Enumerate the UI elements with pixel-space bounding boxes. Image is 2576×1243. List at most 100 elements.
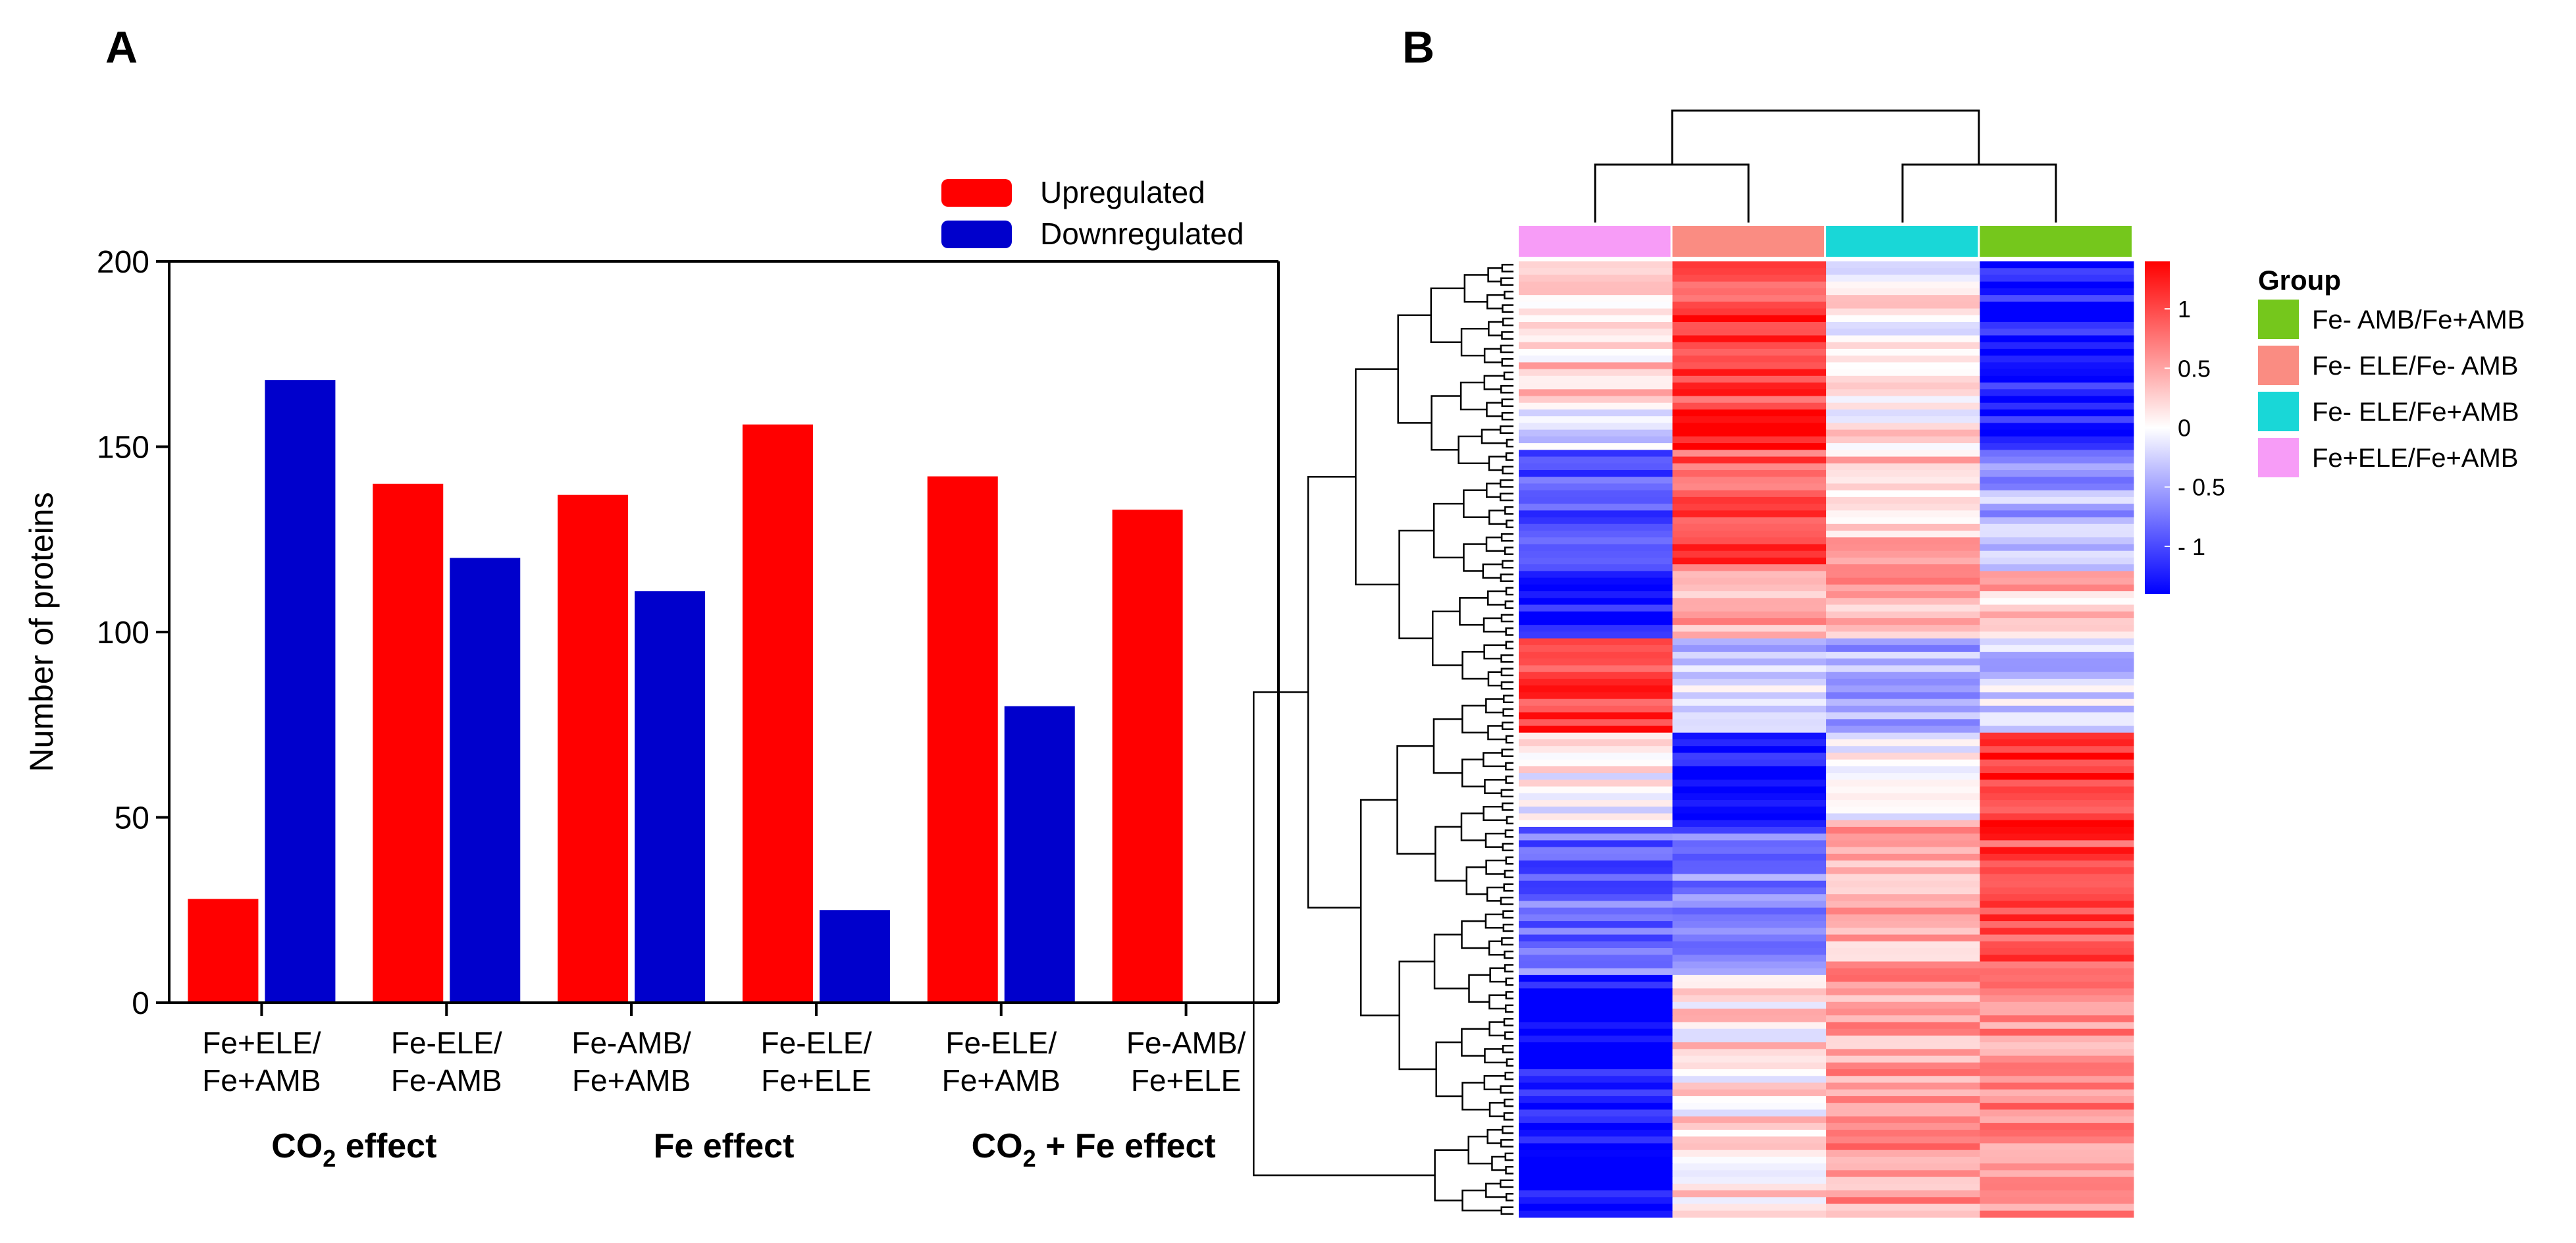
heatmap-cell xyxy=(1980,974,2134,982)
heatmap-cell xyxy=(1519,840,1673,848)
row-dendrogram-branch xyxy=(1459,597,1488,626)
heatmap-cell xyxy=(1980,1163,2134,1171)
row-dendrogram-branch xyxy=(1485,913,1504,929)
heatmap-cell xyxy=(1672,914,1827,922)
heatmap-cell xyxy=(1826,375,1980,383)
heatmap-cell xyxy=(1519,356,1673,363)
heatmap-cell xyxy=(1519,1089,1673,1097)
heatmap-cell xyxy=(1672,955,1827,963)
row-dendrogram-branch xyxy=(1500,1085,1513,1094)
heatmap-cell xyxy=(1519,914,1673,922)
heatmap-cell xyxy=(1519,302,1673,309)
heatmap-cell xyxy=(1826,1116,1980,1124)
heatmap-cell xyxy=(1519,268,1673,276)
row-dendrogram-branch xyxy=(1504,1098,1513,1107)
heatmap-cell xyxy=(1519,463,1673,471)
heatmap-cell xyxy=(1826,860,1980,868)
heatmap-cell xyxy=(1980,780,2134,787)
heatmap-cell xyxy=(1980,356,2134,363)
heatmap-cell xyxy=(1519,1109,1673,1117)
heatmap-cell xyxy=(1672,887,1827,895)
heatmap-cell xyxy=(1519,342,1673,350)
row-dendrogram-branch xyxy=(1501,358,1513,367)
heatmap-cell xyxy=(1826,288,1980,296)
heatmap-cell xyxy=(1980,342,2134,350)
row-dendrogram-branch xyxy=(1432,610,1463,666)
heatmap-cell xyxy=(1519,982,1673,989)
heatmap-cell xyxy=(1980,712,2134,720)
row-dendrogram-branch xyxy=(1504,964,1513,973)
heatmap-cell xyxy=(1826,1163,1980,1171)
heatmap-cell xyxy=(1519,947,1673,955)
heatmap-cell xyxy=(1826,1109,1980,1117)
heatmap-cell xyxy=(1672,807,1827,814)
row-dendrogram-branch xyxy=(1504,1004,1513,1013)
heatmap-cell xyxy=(1519,1001,1673,1009)
heatmap-cell xyxy=(1826,907,1980,915)
colorbar-tick-label: - 0.5 xyxy=(2178,474,2225,501)
heatmap-cell xyxy=(1672,604,1827,612)
heatmap-cell xyxy=(1980,490,2134,498)
heatmap-cell xyxy=(1980,1143,2134,1151)
heatmap-cell xyxy=(1826,577,1980,585)
heatmap-cell xyxy=(1519,436,1673,444)
x-tick-label: Fe+ELE/ xyxy=(202,1026,321,1060)
heatmap-cell xyxy=(1826,1103,1980,1110)
heatmap-cell xyxy=(1672,800,1827,807)
heatmap-cell xyxy=(1672,618,1827,625)
heatmap-cell xyxy=(1519,1062,1673,1070)
heatmap-cell xyxy=(1672,1082,1827,1090)
row-dendrogram-branch xyxy=(1485,698,1504,714)
row-dendrogram-branch xyxy=(1502,1125,1513,1134)
heatmap-cell xyxy=(1672,1015,1827,1023)
x-tick-label: Fe+ELE xyxy=(761,1063,872,1098)
heatmap-cell xyxy=(1672,1190,1827,1198)
heatmap-cell xyxy=(1980,571,2134,579)
heatmap-cell xyxy=(1980,348,2134,356)
row-dendrogram-branch xyxy=(1503,1112,1513,1121)
heatmap-cell xyxy=(1826,611,1980,619)
heatmap-cell xyxy=(1826,934,1980,942)
heatmap-cell xyxy=(1519,853,1673,861)
heatmap-cell xyxy=(1672,429,1827,437)
heatmap-cell xyxy=(1519,550,1673,558)
heatmap-cell xyxy=(1980,1055,2134,1063)
heatmap-cell xyxy=(1672,901,1827,909)
heatmap-cell xyxy=(1672,894,1827,902)
row-dendrogram-branch xyxy=(1484,779,1506,795)
heatmap-cell xyxy=(1826,699,1980,706)
row-dendrogram-branch xyxy=(1502,708,1513,717)
row-dendrogram-branch xyxy=(1500,654,1513,663)
panel-label-b: B xyxy=(1402,22,1434,72)
heatmap-cell xyxy=(1980,652,2134,659)
heatmap-cell xyxy=(1519,820,1673,828)
heatmap-cell xyxy=(1980,456,2134,464)
x-tick-labels: Fe+ELE/Fe+AMBFe-ELE/Fe-AMBFe-AMB/Fe+AMBF… xyxy=(202,1003,1246,1098)
heatmap-cell xyxy=(1672,450,1827,458)
heatmap-cell xyxy=(1980,692,2134,700)
row-dendrogram-branch xyxy=(1253,691,1435,1177)
heatmap-cell xyxy=(1826,793,1980,801)
heatmap-cell xyxy=(1672,504,1827,511)
heatmap-cell xyxy=(1519,887,1673,895)
heatmap-cell xyxy=(1672,867,1827,875)
heatmap-cell xyxy=(1519,625,1673,632)
row-dendrogram-branch xyxy=(1504,1152,1513,1161)
heatmap-cell xyxy=(1980,853,2134,861)
heatmap-cell xyxy=(1980,402,2134,410)
heatmap-cell xyxy=(1519,780,1673,787)
heatmap-cell xyxy=(1980,315,2134,323)
group-label: CO2 + Fe effect xyxy=(972,1127,1216,1172)
heatmap-cell xyxy=(1826,678,1980,686)
heatmap-cell xyxy=(1519,1103,1673,1110)
heatmap-cell xyxy=(1826,275,1980,282)
column-dendrogram-branch xyxy=(1671,109,1980,165)
heatmap-cell xyxy=(1672,611,1827,619)
heatmap-cell xyxy=(1980,329,2134,336)
heatmap-cell xyxy=(1826,295,1980,302)
heatmap-cell xyxy=(1980,1062,2134,1070)
bar-upregulated xyxy=(742,424,813,1003)
heatmap-cell xyxy=(1980,807,2134,814)
row-dendrogram-branch xyxy=(1501,263,1513,273)
heatmap-cell xyxy=(1826,329,1980,336)
